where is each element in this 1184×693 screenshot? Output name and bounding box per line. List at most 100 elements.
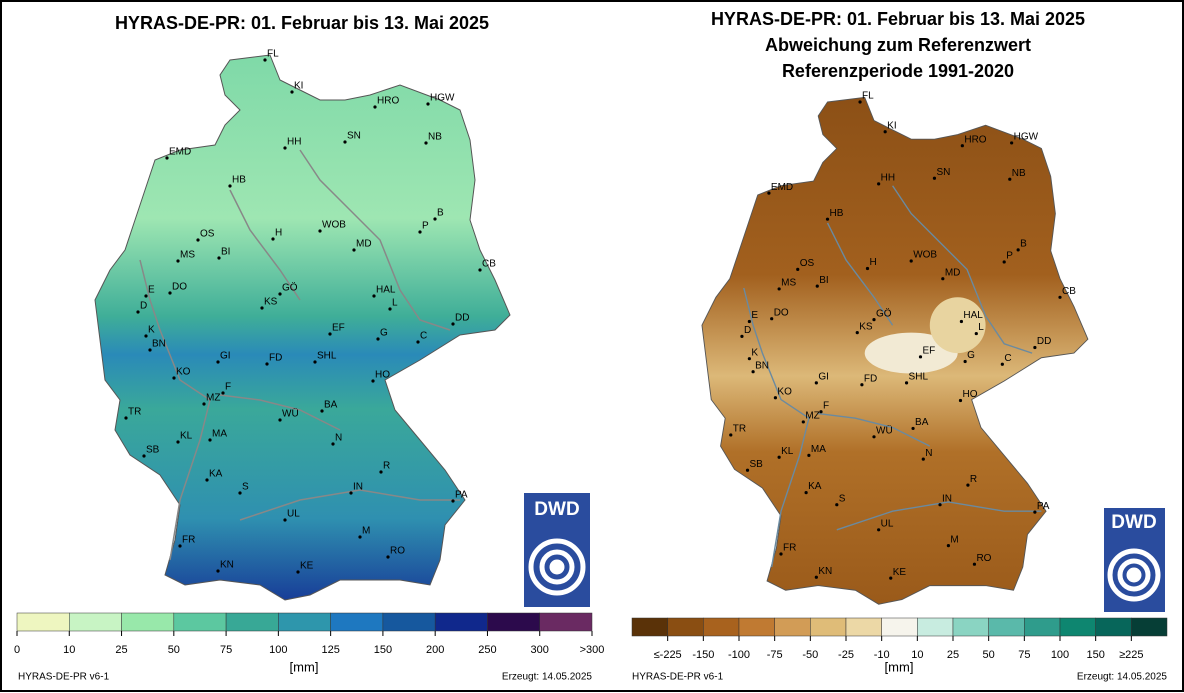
city-label: H	[869, 257, 876, 268]
city-label: D	[744, 325, 751, 336]
legend-label: -25	[838, 649, 854, 661]
legend-label: 75	[220, 644, 232, 656]
city-dot	[202, 402, 206, 406]
legend-label: -50	[802, 649, 818, 661]
city-dot	[911, 426, 915, 431]
dry-anomaly	[864, 332, 958, 374]
city-dot	[941, 277, 945, 281]
city-label: IN	[942, 493, 952, 504]
city-label: MA	[212, 429, 227, 440]
city-dot	[144, 334, 148, 338]
city-dot	[946, 544, 951, 548]
city-dot	[747, 319, 751, 324]
city-label: RO	[390, 546, 405, 557]
city-label: M	[950, 534, 958, 545]
city-dot	[283, 146, 287, 150]
logo-text: DWD	[1111, 512, 1156, 533]
city-label: C	[420, 331, 427, 342]
city-label: KA	[808, 481, 822, 492]
version: HYRAS-DE-PR v6-1	[632, 672, 724, 683]
city-dot	[328, 332, 332, 336]
city-dot	[144, 294, 148, 298]
city-label: IN	[353, 482, 363, 493]
city-dot	[260, 306, 264, 310]
city-dot	[819, 410, 823, 414]
city-dot	[283, 518, 287, 522]
city-dot	[889, 576, 893, 580]
city-label: DD	[455, 313, 469, 324]
map	[701, 96, 1089, 605]
legend-swatch	[845, 617, 882, 637]
city-label: KS	[264, 297, 278, 308]
city-label: MA	[811, 444, 826, 455]
city-dot	[740, 334, 744, 338]
city-dot	[271, 237, 275, 241]
legend-swatch	[1024, 617, 1061, 637]
city-label: EMD	[771, 182, 793, 193]
city-label: P	[1006, 251, 1013, 262]
unit: [mm]	[885, 659, 914, 674]
city-dot	[1033, 345, 1037, 350]
city-dot	[1010, 141, 1014, 145]
city-dot	[168, 291, 172, 295]
city-label: HAL	[376, 285, 396, 296]
city-label: WOB	[322, 220, 346, 231]
city-dot	[959, 319, 964, 324]
city-dot	[767, 191, 771, 195]
city-label: HRO	[964, 134, 986, 145]
city-dot	[424, 141, 428, 145]
city-dot	[416, 340, 420, 344]
legend-label: -10	[874, 649, 890, 661]
city-label: BN	[152, 339, 166, 350]
city-dot	[216, 569, 220, 573]
unit: [mm]	[290, 659, 319, 674]
city-label: F	[823, 400, 829, 411]
city-dot	[124, 416, 128, 420]
rivers	[139, 149, 460, 561]
city-label: FD	[864, 373, 877, 384]
city-dot	[228, 184, 232, 188]
city-label: KE	[300, 561, 314, 572]
city-dot	[320, 409, 324, 413]
city-dot	[265, 362, 269, 366]
city-label: DO	[774, 307, 789, 318]
legend-swatch	[703, 617, 740, 637]
city-label: EMD	[169, 147, 191, 158]
city-dot	[278, 418, 282, 422]
city-dot	[918, 355, 923, 359]
city-dot	[372, 294, 376, 298]
city-label: TR	[128, 407, 141, 418]
germany	[94, 54, 511, 601]
city-label: EF	[332, 323, 345, 334]
city-dot	[426, 102, 430, 106]
legend-swatch	[434, 612, 488, 632]
legend-swatch	[278, 612, 331, 632]
rivers	[743, 185, 1042, 568]
city-label: N	[925, 448, 932, 459]
city-dot	[238, 491, 242, 495]
city-label: WOB	[913, 250, 937, 261]
legend-swatch	[738, 617, 775, 637]
legend-label: -150	[692, 649, 714, 661]
subtitle: Referenzperiode 1991-2020	[782, 61, 1014, 81]
city-dot	[825, 217, 830, 221]
city-label: DO	[172, 282, 187, 293]
city-label: UL	[287, 509, 300, 520]
city-label: KA	[209, 469, 223, 480]
city-dot	[142, 454, 146, 458]
city-dot	[777, 287, 781, 291]
city-label: NB	[428, 132, 442, 143]
city-label: WÜ	[282, 408, 299, 420]
city-dot	[872, 435, 876, 439]
city-label: NB	[1012, 168, 1026, 179]
city-label: E	[148, 285, 155, 296]
legend-swatch	[631, 617, 668, 637]
city-label: SHL	[909, 372, 929, 383]
city-label: GI	[220, 351, 231, 362]
city-dot	[747, 357, 751, 361]
legend-label: 25	[947, 649, 959, 661]
legend-label: -100	[728, 649, 750, 661]
city-label: PA	[455, 490, 468, 501]
city-label: KN	[220, 560, 234, 571]
city-label: B	[437, 208, 444, 219]
